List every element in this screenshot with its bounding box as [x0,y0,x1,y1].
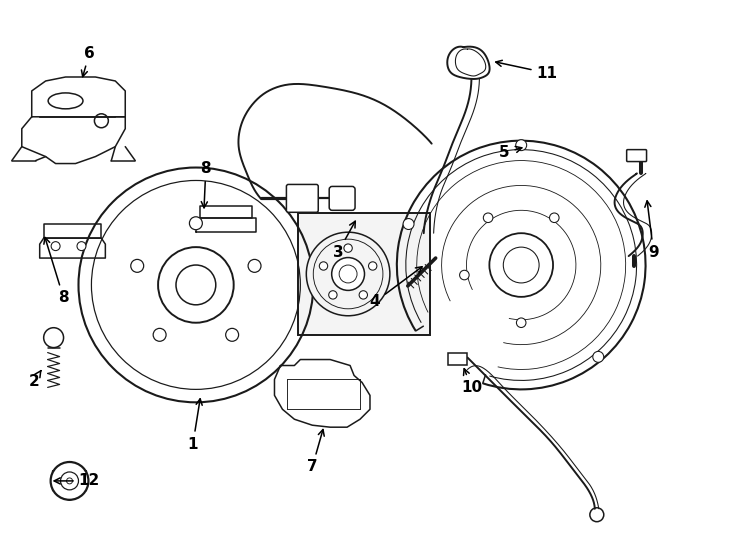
Bar [448,353,468,364]
Circle shape [403,219,414,230]
Circle shape [368,262,377,270]
Circle shape [153,328,166,341]
Circle shape [306,232,390,316]
Text: 9: 9 [645,201,659,260]
Circle shape [319,262,327,270]
FancyBboxPatch shape [329,186,355,210]
Text: 11: 11 [495,60,558,80]
Circle shape [77,241,86,251]
FancyBboxPatch shape [627,150,647,161]
Text: 10: 10 [461,369,482,395]
Circle shape [517,318,526,327]
Text: 3: 3 [333,221,355,260]
FancyBboxPatch shape [286,185,319,212]
Circle shape [483,213,493,222]
Circle shape [459,271,469,280]
Circle shape [51,462,88,500]
Circle shape [593,352,604,362]
Text: 4: 4 [370,267,422,309]
Text: 5: 5 [499,145,522,160]
Circle shape [344,244,352,252]
Circle shape [332,258,365,291]
Circle shape [51,241,60,251]
Text: 1: 1 [188,399,202,451]
Circle shape [131,259,144,272]
Circle shape [550,213,559,222]
Text: 6: 6 [81,45,95,77]
Circle shape [329,291,337,299]
Text: 2: 2 [29,370,41,389]
Text: 7: 7 [307,429,324,475]
Circle shape [43,328,64,348]
Circle shape [516,140,527,151]
Circle shape [189,217,203,230]
Text: 8: 8 [44,238,69,305]
Circle shape [359,291,368,299]
Circle shape [248,259,261,272]
Bar [298,213,429,335]
Text: 8: 8 [200,161,211,208]
Circle shape [225,328,239,341]
Text: 12: 12 [54,474,100,488]
